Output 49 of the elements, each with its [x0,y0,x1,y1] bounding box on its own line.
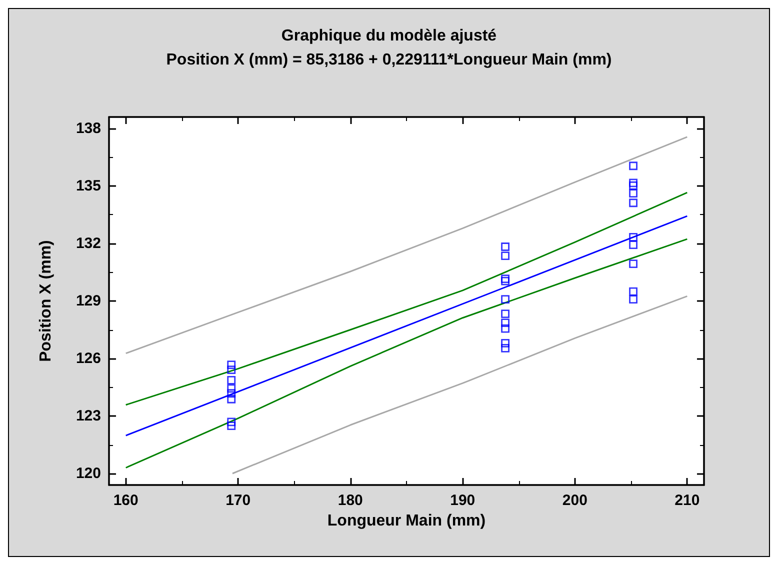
point [501,324,510,333]
y-tick-label: 135 [76,178,101,194]
point [629,295,638,304]
point [501,295,510,304]
y-axis-title: Position X (mm) [38,240,54,362]
y-tick-label: 126 [76,350,101,367]
x-tick-label: 200 [562,492,588,509]
point [501,242,510,251]
y-tick-label: 120 [76,465,101,482]
line-series [125,192,688,406]
point [501,276,510,286]
point [629,178,638,188]
x-tick-label: 180 [338,492,363,509]
point [227,389,236,398]
line-series [125,238,688,468]
chart-title: Graphique du modèle ajusté [281,28,497,44]
point [501,318,510,328]
point [227,360,236,370]
chart-subtitle: Position X (mm) = 85,3186 + 0,229111*Longueur Main (mm) [166,52,612,68]
point [501,274,510,283]
point [227,418,236,426]
point [227,394,236,404]
point [629,181,638,190]
point [501,252,510,260]
y-tick-label: 129 [76,292,101,310]
point [227,384,236,393]
x-tick-label: 160 [113,492,138,509]
point [501,344,510,352]
x-tick-label: 190 [450,492,476,509]
point [227,376,236,384]
x-tick-label: 210 [674,492,700,509]
point [629,162,638,170]
point [629,287,638,296]
x-axis-title: Longueur Main (mm) [327,512,486,530]
point [629,260,638,268]
point [629,240,638,250]
line-series [232,295,688,474]
point [227,366,236,374]
point [629,232,638,242]
point [227,422,236,430]
point [501,338,510,348]
y-tick-label: 138 [76,120,101,137]
x-tick-label: 170 [226,492,251,509]
line-series [125,136,688,354]
point [629,198,638,208]
point [501,310,510,318]
y-tick-label: 123 [76,408,101,424]
point [629,189,638,198]
y-tick-label: 132 [76,235,101,252]
